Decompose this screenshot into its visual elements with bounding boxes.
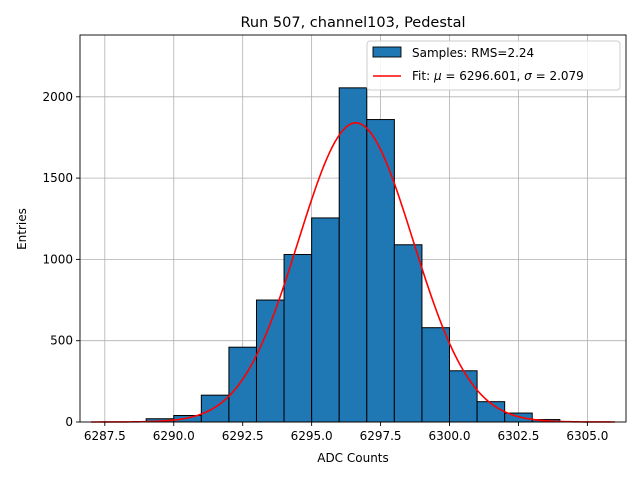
legend: Samples: RMS=2.24 Fit: μ = 6296.601, σ =… [366,40,621,91]
histogram-bar [449,370,478,423]
y-tick-label: 0 [65,415,73,429]
histogram-bar [338,87,368,423]
y-tick-label: 1500 [42,171,73,185]
y-tick-label: 1000 [42,252,73,266]
histogram-bar [228,346,257,423]
x-tick-label: 6300.0 [429,429,471,443]
x-axis-label: ADC Counts [317,451,389,465]
histogram-bar [255,299,285,423]
histogram-bar [393,244,423,423]
x-tick-label: 6302.5 [497,429,539,443]
x-tick-label: 6305.0 [566,429,608,443]
y-tick-label: 2000 [42,90,73,104]
x-tick-label: 6290.0 [153,429,195,443]
histogram-bar [421,327,451,423]
histogram-bar [476,401,506,423]
x-tick-label: 6297.5 [360,429,402,443]
histogram-bar [366,119,395,423]
legend-patch-samples [372,46,402,58]
x-tick-label: 6287.5 [84,429,126,443]
y-axis-ticks: 0 500 1000 1500 2000 [42,90,80,429]
plot-frame [79,34,627,423]
x-tick-label: 6295.0 [291,429,333,443]
gaussian-fit-line [91,122,615,423]
histogram-bar [311,217,340,423]
histogram-bar [504,412,533,423]
y-axis-label: Entries [15,208,29,250]
legend-label-samples: Samples: RMS=2.24 [412,46,534,60]
histogram-bar [283,254,313,423]
legend-label-fit: Fit: μ = 6296.601, σ = 2.079 [412,69,584,83]
x-axis-ticks: 6287.5 6290.0 6292.5 6295.0 6297.5 6300.0 6302… [84,422,608,443]
x-tick-label: 6292.5 [222,429,264,443]
y-tick-label: 500 [50,334,73,348]
legend-box [366,40,621,91]
chart-title: Run 507, channel103, Pedestal [240,15,465,31]
